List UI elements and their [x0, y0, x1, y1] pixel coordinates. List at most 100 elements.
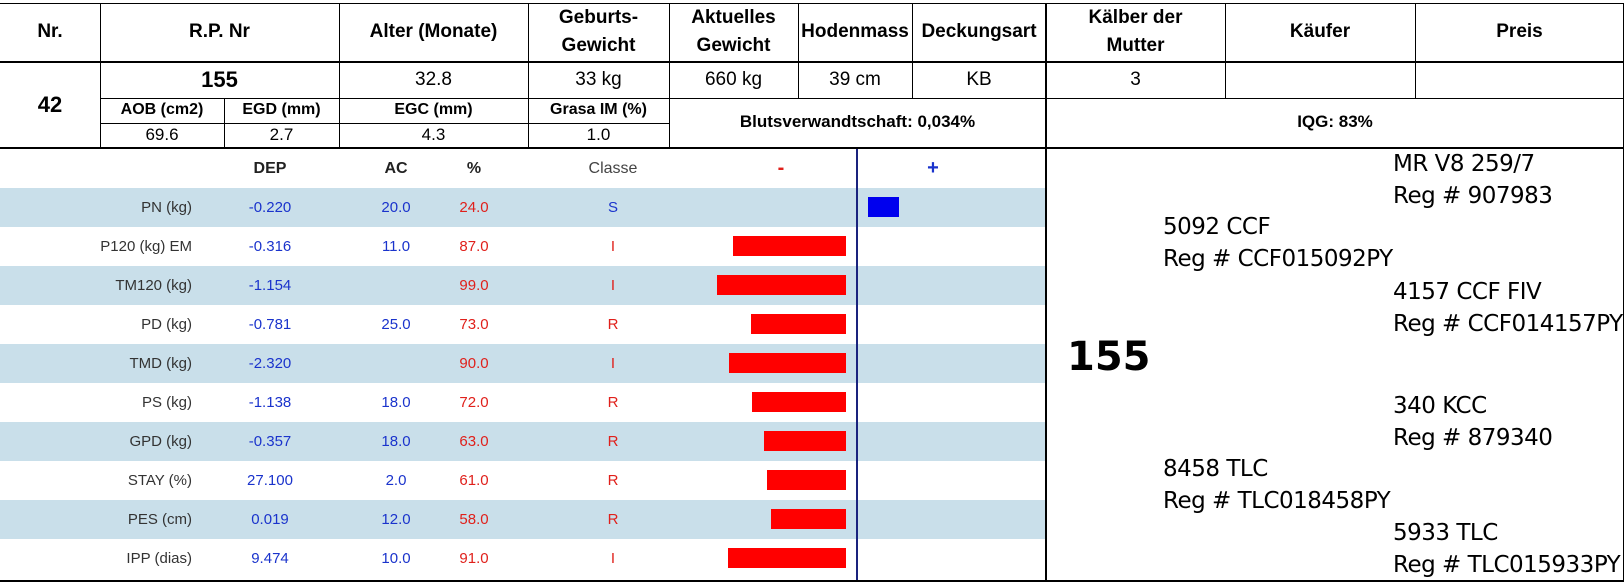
- dep-classe: R: [607, 316, 619, 333]
- dep-pct: 90.0: [459, 355, 489, 372]
- pedigree-dam-reg: Reg # TLC018458PY: [1163, 488, 1391, 514]
- grid-line: [0, 61, 1624, 63]
- header-geburtsgewicht: Geburts- Gewicht: [528, 3, 669, 60]
- grid-line: [339, 3, 340, 148]
- dep-axis-line: [856, 149, 858, 582]
- dep-trait: TMD (kg): [129, 355, 193, 372]
- dep-row: TMD (kg) -2.320 90.0 I: [0, 344, 1045, 383]
- bottom-border: [0, 580, 1624, 582]
- record-aktuelles-gewicht: 660 kg: [704, 69, 763, 90]
- dep-header-pct: %: [466, 159, 482, 177]
- grid-line: [798, 3, 799, 98]
- dep-bar: [868, 197, 900, 217]
- dep-pct: 72.0: [459, 394, 489, 411]
- pedigree-sire-dam-reg: Reg # CCF014157PY: [1393, 311, 1623, 337]
- dep-header-plus: +: [927, 157, 939, 179]
- carcass-value-egc: 4.3: [421, 125, 446, 144]
- record-kaelber: 3: [1130, 69, 1141, 90]
- dep-value: -0.220: [248, 199, 292, 216]
- dep-bar: [727, 548, 846, 568]
- dep-trait: PN (kg): [141, 199, 192, 216]
- record-alter: 32.8: [415, 69, 452, 90]
- dep-trait: PES (cm): [127, 511, 192, 528]
- grid-line: [1225, 3, 1226, 98]
- pedigree-sire-sire-reg: Reg # 907983: [1393, 183, 1553, 209]
- dep-trait: TM120 (kg): [115, 277, 192, 294]
- dep-value: -0.316: [248, 238, 292, 255]
- dep-classe: R: [607, 472, 619, 489]
- grid-line: [0, 147, 1624, 149]
- dep-row: P120 (kg) EM -0.316 11.0 87.0 I: [0, 227, 1045, 266]
- pedigree-dam-name: 8458 TLC: [1163, 456, 1268, 482]
- dep-ac: [356, 266, 436, 305]
- dep-pct: 58.0: [459, 511, 489, 528]
- dep-header-dep: DEP: [253, 159, 287, 177]
- dep-bar: [770, 509, 846, 529]
- dep-classe: R: [607, 394, 619, 411]
- pedigree-box: 155 MR V8 259/7 Reg # 907983 5092 CCF Re…: [1045, 148, 1624, 582]
- dep-header-minus: -: [777, 157, 785, 179]
- dep-pct: 24.0: [459, 199, 489, 216]
- header-preis: Preis: [1496, 20, 1543, 42]
- dep-row: PS (kg) -1.138 18.0 72.0 R: [0, 383, 1045, 422]
- dep-bar: [717, 275, 846, 295]
- dep-row: STAY (%) 27.100 2.0 61.0 R: [0, 461, 1045, 500]
- record-preis[interactable]: [1415, 62, 1624, 98]
- dep-value: -2.320: [248, 355, 292, 372]
- dep-value: -0.357: [248, 433, 292, 450]
- dep-ac: 10.0: [381, 550, 411, 567]
- dep-pct: 91.0: [459, 550, 489, 567]
- header-nr: Nr.: [37, 20, 63, 42]
- dep-ac: 12.0: [381, 511, 411, 528]
- dep-ac: 18.0: [381, 394, 411, 411]
- header-rp-nr: R.P. Nr: [189, 20, 250, 42]
- pedigree-sire-sire: MR V8 259/7 Reg # 907983: [1393, 148, 1553, 212]
- dep-row: TM120 (kg) -1.154 99.0 I: [0, 266, 1045, 305]
- dep-trait: GPD (kg): [129, 433, 192, 450]
- dep-row: PES (cm) 0.019 12.0 58.0 R: [0, 500, 1045, 539]
- grid-line: [0, 3, 1624, 4]
- record-deckungsart: KB: [966, 69, 992, 90]
- blutsverwandtschaft: Blutsverwandtschaft: 0,034%: [739, 112, 976, 131]
- header-kaelber: Kälber der Mutter: [1046, 3, 1225, 60]
- record-rp-nr: 155: [201, 67, 238, 92]
- dep-value: 27.100: [247, 472, 293, 489]
- carcass-header-egc: EGC (mm): [394, 101, 473, 118]
- dep-ac: 25.0: [381, 316, 411, 333]
- pedigree-sire-reg: Reg # CCF015092PY: [1163, 246, 1393, 272]
- header-geburts-line1: Geburts-: [558, 6, 639, 28]
- record-hodenmass: 39 cm: [829, 69, 881, 90]
- grid-line: [100, 3, 101, 148]
- grid-line: [912, 3, 913, 98]
- dep-row: IPP (dias) 9.474 10.0 91.0 I: [0, 539, 1045, 578]
- carcass-header-egd: EGD (mm): [242, 101, 321, 118]
- dep-value: -0.781: [248, 316, 292, 333]
- pedigree-dam-dam: 5933 TLC Reg # TLC015933PY: [1393, 517, 1621, 581]
- pedigree-sire: 5092 CCF Reg # CCF015092PY: [1163, 211, 1393, 275]
- carcass-header-grasa: Grasa IM (%): [550, 101, 647, 118]
- dep-value: -1.154: [248, 277, 292, 294]
- dep-value: -1.138: [248, 394, 292, 411]
- dep-header-row: DEP AC % Classe - +: [0, 149, 1045, 188]
- record-kaeufer[interactable]: [1225, 62, 1415, 98]
- carcass-header-aob: AOB (cm2): [120, 101, 204, 118]
- dep-bar: [766, 470, 846, 490]
- dep-bar: [732, 236, 846, 256]
- grid-line: [1045, 3, 1047, 148]
- iqg: IQG: 83%: [1297, 112, 1373, 131]
- header-alter: Alter (Monate): [369, 20, 498, 42]
- pedigree-sire-dam-name: 4157 CCF FIV: [1393, 279, 1542, 305]
- dep-classe: I: [610, 355, 616, 372]
- pedigree-dam-dam-name: 5933 TLC: [1393, 520, 1498, 546]
- dep-bar: [752, 392, 846, 412]
- carcass-value-egd: 2.7: [269, 125, 294, 144]
- header-kaelber-line1: Kälber der: [1088, 6, 1183, 28]
- carcass-value-aob: 69.6: [145, 125, 179, 144]
- dep-trait: STAY (%): [127, 472, 192, 489]
- dep-table: DEP AC % Classe - + PN (kg) -0.220 20.0 24.…: [0, 149, 1045, 582]
- grid-line: [100, 98, 1624, 99]
- grid-line: [224, 98, 225, 148]
- dep-classe: I: [610, 550, 616, 567]
- dep-header-ac: AC: [384, 159, 408, 177]
- dep-classe: R: [607, 511, 619, 528]
